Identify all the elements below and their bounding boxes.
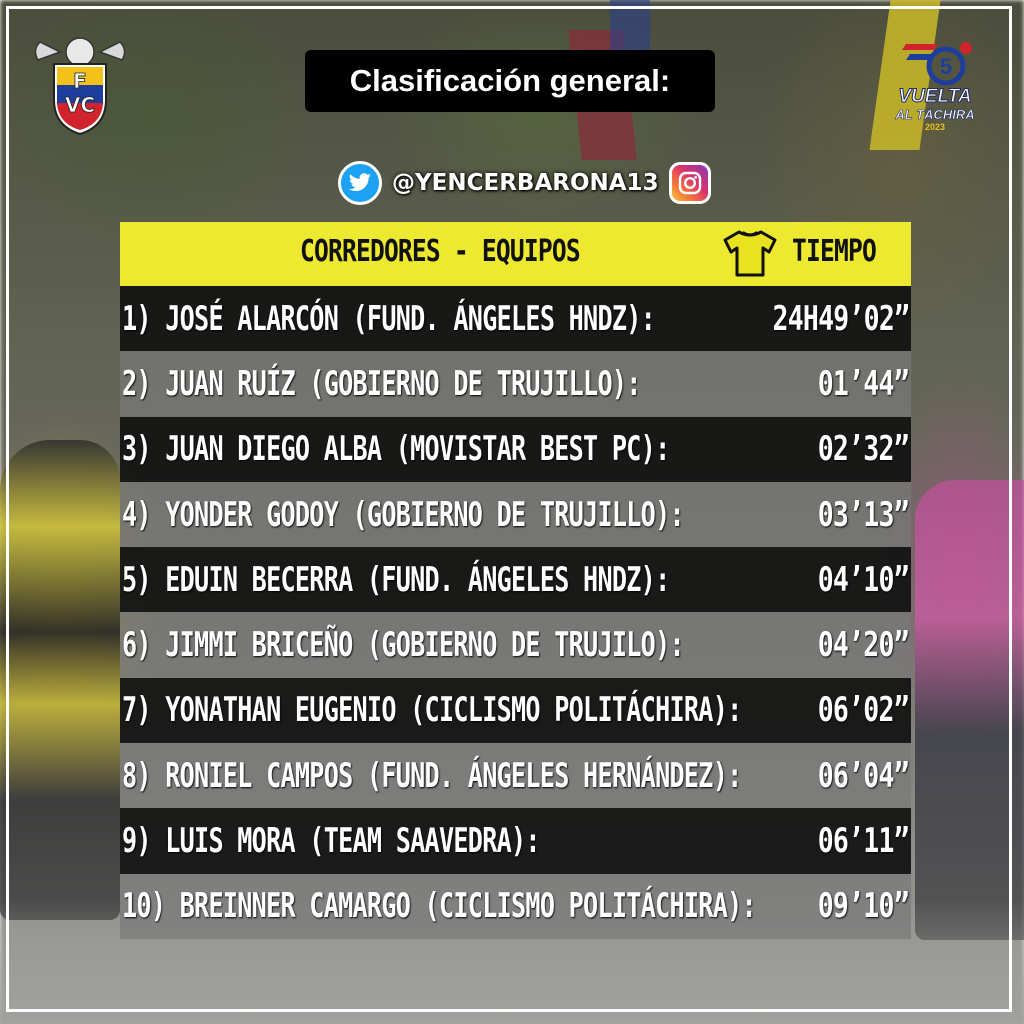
rider-cell: 8) RONIEL CAMPOS (FUND. ÁNGELES HERNÁNDE… (122, 755, 742, 796)
time-cell: 04’20” (817, 625, 910, 666)
svg-text:5: 5 (940, 54, 952, 79)
page-title: Clasificación general: (349, 63, 671, 98)
time-cell: 03’13” (817, 494, 910, 535)
table-row: 2) JUAN RUÍZ (GOBIERNO DE TRUJILLO): 01’… (120, 351, 911, 417)
rider-cell: 2) JUAN RUÍZ (GOBIERNO DE TRUJILLO): (122, 363, 641, 404)
rider-cell: 6) JIMMI BRICEÑO (GOBIERNO DE TRUJILO): (122, 625, 685, 666)
table-row: 6) JIMMI BRICEÑO (GOBIERNO DE TRUJILO): … (120, 612, 911, 678)
rider-cell: 9) LUIS MORA (TEAM SAAVEDRA): (122, 821, 541, 862)
twitter-icon (338, 161, 382, 205)
background-cyclist (0, 440, 120, 920)
background-cyclist (915, 480, 1024, 940)
standings-table: CORREDORES - EQUIPOS TIEMPO 1) JOSÉ ALAR… (120, 222, 911, 939)
svg-text:VC: VC (65, 93, 95, 117)
table-row: 5) EDUIN BECERRA (FUND. ÁNGELES HNDZ): 0… (120, 547, 911, 613)
table-row: 9) LUIS MORA (TEAM SAAVEDRA): 06’11” (120, 808, 911, 874)
vuelta-logo-word: VUELTA (898, 86, 972, 108)
vuelta-logo-year: 2023 (924, 122, 946, 132)
table-row: 1) JOSÉ ALARCÓN (FUND. ÁNGELES HNDZ): 24… (120, 286, 911, 352)
column-header-time: TIEMPO (792, 234, 877, 269)
social-handle-row: @YENCERBARONA13 (338, 160, 711, 206)
social-handle-text: @YENCERBARONA13 (392, 170, 659, 196)
rider-cell: 5) EDUIN BECERRA (FUND. ÁNGELES HNDZ): (122, 559, 670, 600)
table-header: CORREDORES - EQUIPOS TIEMPO (120, 222, 911, 286)
svg-text:F: F (73, 69, 87, 93)
rider-cell: 10) BREINNER CAMARGO (CICLISMO POLITÁCHI… (122, 886, 757, 927)
white-frame (6, 6, 1012, 1012)
time-cell: 06’04” (817, 755, 910, 796)
time-cell: 02’32” (817, 429, 910, 470)
table-row: 10) BREINNER CAMARGO (CICLISMO POLITÁCHI… (120, 873, 911, 939)
time-cell: 06’02” (817, 690, 910, 731)
time-cell: 01’44” (817, 363, 910, 404)
table-row: 4) YONDER GODOY (GOBIERNO DE TRUJILLO): … (120, 481, 911, 548)
rider-cell: 3) JUAN DIEGO ALBA (MOVISTAR BEST PC): (122, 429, 670, 470)
time-cell: 04’10” (817, 559, 910, 600)
table-row: 8) RONIEL CAMPOS (FUND. ÁNGELES HERNÁNDE… (120, 743, 911, 809)
fvc-emblem-icon: F VC (30, 30, 130, 140)
table-row: 3) JUAN DIEGO ALBA (MOVISTAR BEST PC): 0… (120, 416, 911, 482)
time-cell: 09’10” (817, 886, 910, 927)
time-cell: 24H49’02” (772, 298, 909, 339)
vuelta-logo-subtitle: AL TÁCHIRA (895, 107, 975, 123)
yellow-jersey-icon (723, 228, 777, 278)
instagram-icon (668, 162, 711, 204)
vuelta-tachira-logo: 5 VUELTA AL TÁCHIRA 2023 (880, 36, 990, 136)
column-header-riders: CORREDORES - EQUIPOS (300, 234, 581, 269)
rider-cell: 7) YONATHAN EUGENIO (CICLISMO POLITÁCHIR… (122, 690, 742, 731)
rider-cell: 4) YONDER GODOY (GOBIERNO DE TRUJILLO): (122, 494, 685, 535)
time-cell: 06’11” (817, 821, 910, 862)
table-row: 7) YONATHAN EUGENIO (CICLISMO POLITÁCHIR… (120, 677, 911, 744)
rider-cell: 1) JOSÉ ALARCÓN (FUND. ÁNGELES HNDZ): (122, 298, 656, 339)
title-banner: Clasificación general: (305, 50, 715, 112)
